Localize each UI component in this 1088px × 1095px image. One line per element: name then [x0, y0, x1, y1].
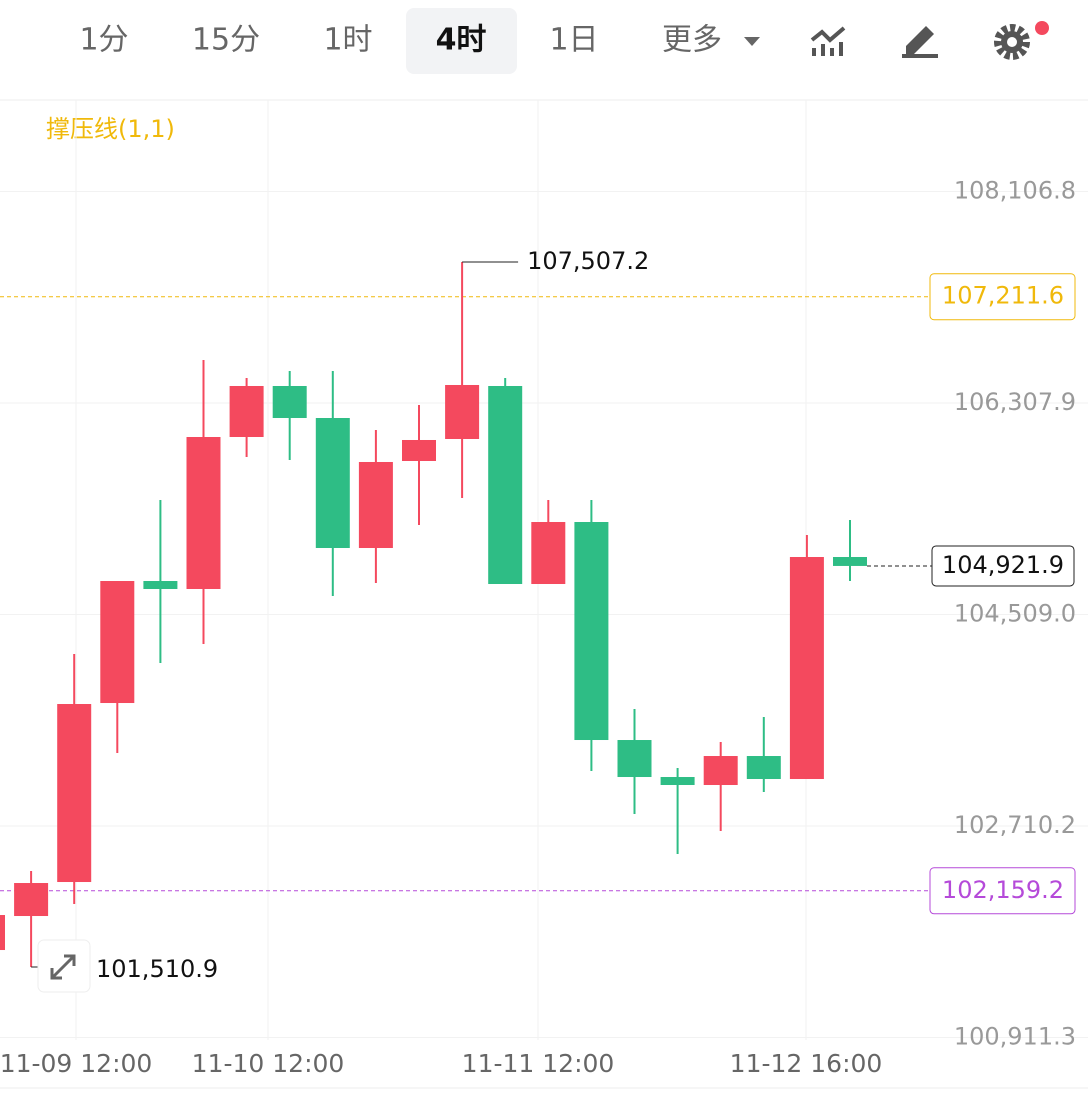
y-tick-label: 100,911.3 [954, 1022, 1076, 1050]
expand-icon [50, 954, 76, 980]
tab[interactable]: 1时 [323, 23, 372, 58]
last-price-box [931, 545, 1075, 587]
candle-body [660, 777, 695, 786]
candle-body [746, 756, 781, 780]
resistance-label: 107,211.6 [942, 282, 1064, 310]
tab[interactable]: 15分 [192, 23, 260, 58]
indicator-label: 撑压线(1,1) [46, 115, 175, 143]
y-tick-label: 108,106.8 [954, 176, 1076, 204]
candle-body [703, 756, 738, 786]
candle-body [617, 740, 652, 778]
candle-body [402, 439, 436, 461]
settings-icon[interactable] [994, 21, 1049, 60]
candle-body [358, 461, 393, 549]
candle-body [488, 385, 523, 585]
candle-body [14, 883, 49, 917]
support-box [929, 867, 1076, 915]
candle-body [833, 557, 867, 566]
support-label: 102,159.2 [942, 876, 1064, 904]
candle-body [57, 704, 92, 883]
resistance-box [929, 273, 1076, 321]
y-tick-label: 106,307.9 [954, 388, 1076, 416]
tab-selected-bg [406, 8, 517, 74]
y-tick-label: 104,509.0 [954, 600, 1076, 628]
candle-body [229, 385, 264, 438]
x-tick-label: 11-09 12:00 [0, 1049, 152, 1078]
y-tick-label: 102,710.2 [954, 811, 1076, 839]
low-label: 101,510.9 [96, 955, 218, 983]
tab-more[interactable]: 更多 [662, 23, 722, 58]
draw-icon[interactable] [902, 26, 938, 58]
tab[interactable]: 1分 [79, 23, 128, 58]
candle-body [272, 385, 307, 419]
x-tick-label: 11-11 12:00 [462, 1049, 615, 1078]
last-price-label: 104,921.9 [942, 551, 1064, 579]
candle-body [100, 581, 135, 704]
x-tick-label: 11-12 16:00 [730, 1049, 883, 1078]
high-label: 107,507.2 [527, 247, 649, 275]
candle-body [789, 557, 824, 780]
tab[interactable]: 1日 [549, 23, 598, 58]
x-tick-label: 11-10 12:00 [192, 1049, 345, 1078]
dropdown-arrow[interactable] [744, 37, 760, 46]
candle-body [315, 418, 350, 549]
candle-body [186, 437, 221, 589]
candle-body [143, 581, 178, 589]
tab[interactable]: 4时 [436, 23, 487, 58]
candle-body [574, 522, 609, 741]
candle-body [531, 522, 566, 585]
candle-body [0, 915, 5, 951]
candle-body [445, 384, 480, 439]
indicator-icon[interactable] [810, 26, 846, 56]
